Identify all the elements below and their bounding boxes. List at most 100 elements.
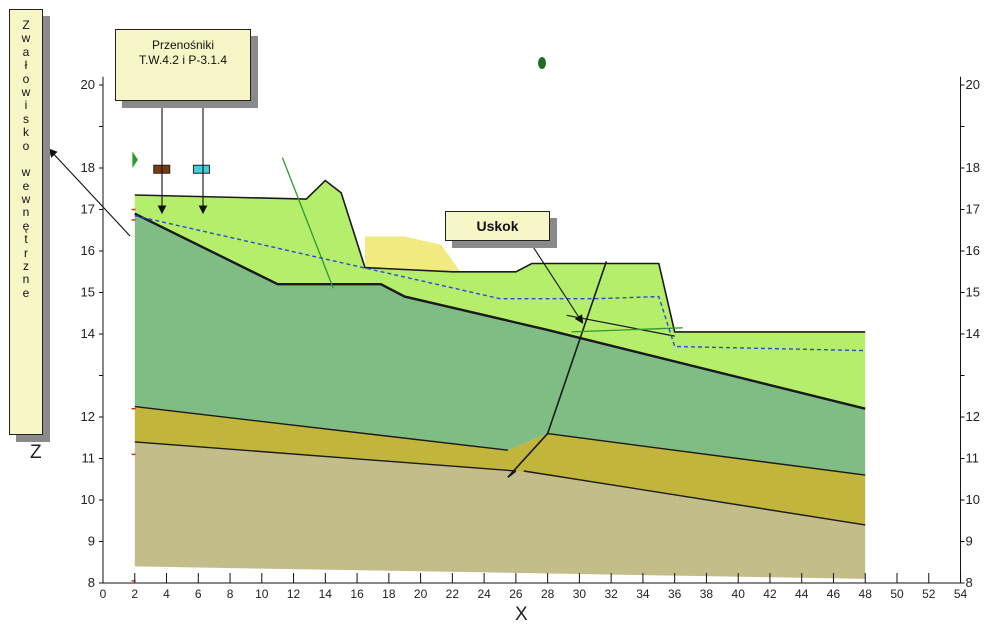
y-tick-label-left: 10 xyxy=(81,492,95,507)
vertical-callout-char: e xyxy=(22,178,30,193)
y-tick-label-right: 16 xyxy=(966,243,980,258)
vertical-callout-char xyxy=(10,153,42,166)
x-axis-label: X xyxy=(515,604,528,625)
x-tick-label: 46 xyxy=(827,587,841,601)
y-tick-label-left: 8 xyxy=(88,575,95,590)
x-tick-label: 6 xyxy=(195,587,202,601)
survey-point-marker xyxy=(538,57,546,69)
y-tick-label-left: 11 xyxy=(82,451,96,466)
vertical-callout-char: ę xyxy=(22,218,30,233)
x-tick-label: 12 xyxy=(287,587,301,601)
dump-leader xyxy=(48,148,131,237)
base-layer-boundary-east xyxy=(523,470,866,526)
green-layer-boundary xyxy=(134,212,866,410)
y-tick-label-left: 14 xyxy=(81,326,95,341)
x-tick-label: 50 xyxy=(890,587,904,601)
yellow-lens xyxy=(365,236,461,272)
y-tick-label-left: 9 xyxy=(88,534,95,549)
y-tick-label-right: 12 xyxy=(966,409,980,424)
x-tick-label: 18 xyxy=(382,587,396,601)
x-tick-label: 48 xyxy=(859,587,873,601)
x-tick-label: 38 xyxy=(700,587,714,601)
x-tick-label: 26 xyxy=(509,587,523,601)
y-tick-label-left: 17 xyxy=(81,202,95,217)
top-surface-line xyxy=(134,179,866,333)
vertical-callout-char: n xyxy=(22,205,30,220)
y-tick-label-left: 16 xyxy=(81,243,95,258)
fault-leader xyxy=(527,238,584,324)
vertical-callout-char: z xyxy=(23,259,29,274)
vertical-callout-char: s xyxy=(23,111,29,126)
base-layer-boundary xyxy=(134,441,516,472)
x-tick-label: 24 xyxy=(477,587,491,601)
vertical-callout-char: a xyxy=(22,44,30,59)
x-tick-label: 32 xyxy=(604,587,618,601)
conveyor-2-marker xyxy=(192,164,210,174)
vertical-callout-char: w xyxy=(21,192,31,207)
y-tick-label-left: 15 xyxy=(81,285,95,300)
fault-callout-text: Uskok xyxy=(476,218,519,234)
vertical-callout-char: o xyxy=(22,71,30,86)
vertical-callout-char: e xyxy=(22,285,30,300)
fault-line-lower xyxy=(507,470,517,478)
layers-group xyxy=(134,180,866,579)
leader-lines xyxy=(48,99,584,324)
axes-group: 0 2 4 6 8 10 12 14 16 18 20 22 24 26 28 30 32 34 36 38 40 42 4… xyxy=(81,76,980,601)
y-tick-label-left: 20 xyxy=(81,77,95,92)
x-tick-label: 2 xyxy=(131,587,138,601)
x-tick-label: 40 xyxy=(732,587,746,601)
x-tick-label: 30 xyxy=(573,587,587,601)
y-tick-label-right: 14 xyxy=(966,326,980,341)
x-tick-label: 8 xyxy=(227,587,234,601)
vertical-callout-char: k xyxy=(23,125,29,140)
y-tick-label-right: 18 xyxy=(966,160,980,175)
x-tick-label: 14 xyxy=(319,587,333,601)
vertical-callout-char: ł xyxy=(24,58,28,73)
conveyors-callout-box: Przenośniki T.W.4.2 i P-3.1.4 xyxy=(115,29,251,101)
x-tick-label: 16 xyxy=(350,587,364,601)
base-layer xyxy=(134,441,866,579)
x-tick-label: 34 xyxy=(636,587,650,601)
y-tick-label-right: 17 xyxy=(966,202,980,217)
conveyors-callout-line2: T.W.4.2 i P-3.1.4 xyxy=(138,53,228,67)
y-tick-label-right: 15 xyxy=(966,285,980,300)
olive-layer-boundary xyxy=(134,405,508,451)
x-tick-label: 20 xyxy=(414,587,428,601)
x-tick-label: 22 xyxy=(446,587,460,601)
left-flag-marker xyxy=(132,151,138,168)
y-tick-label-right: 11 xyxy=(966,451,980,466)
y-tick-label-right: 8 xyxy=(966,575,973,590)
x-tick-label: 54 xyxy=(954,587,968,601)
x-tick-label: 10 xyxy=(255,587,269,601)
x-tick-label: 52 xyxy=(922,587,936,601)
vertical-callout-char: w xyxy=(21,165,31,180)
conveyors-callout-line1: Przenośniki xyxy=(151,38,215,52)
z-axis-label: Z xyxy=(30,442,42,463)
y-tick-label-right: 20 xyxy=(966,77,980,92)
vertical-callout-char: n xyxy=(22,272,30,287)
vertical-callout-char: r xyxy=(24,245,28,260)
vertical-callout-char: Z xyxy=(22,18,30,32)
vertical-callout-char: i xyxy=(24,98,28,113)
x-tick-label: 28 xyxy=(541,587,555,601)
vertical-callout-char: t xyxy=(24,232,28,247)
y-tick-label-left: 18 xyxy=(81,160,95,175)
x-tick-label: 44 xyxy=(795,587,809,601)
olive-layer-boundary-east xyxy=(547,432,866,476)
y-tick-label-right: 9 xyxy=(966,534,973,549)
vertical-callout-char: o xyxy=(22,138,30,153)
slip-line-east xyxy=(571,327,683,333)
x-tick-label: 0 xyxy=(100,587,107,601)
fault-upper-splay xyxy=(566,314,675,337)
fault-callout-box: Uskok xyxy=(445,211,550,241)
dark-green-layer xyxy=(134,213,866,476)
olive-layer xyxy=(134,406,866,525)
y-tick-label-left: 12 xyxy=(81,409,95,424)
vertical-callout-char: w xyxy=(21,31,31,46)
x-tick-label: 36 xyxy=(668,587,682,601)
vertical-callout-char: w xyxy=(21,84,31,99)
